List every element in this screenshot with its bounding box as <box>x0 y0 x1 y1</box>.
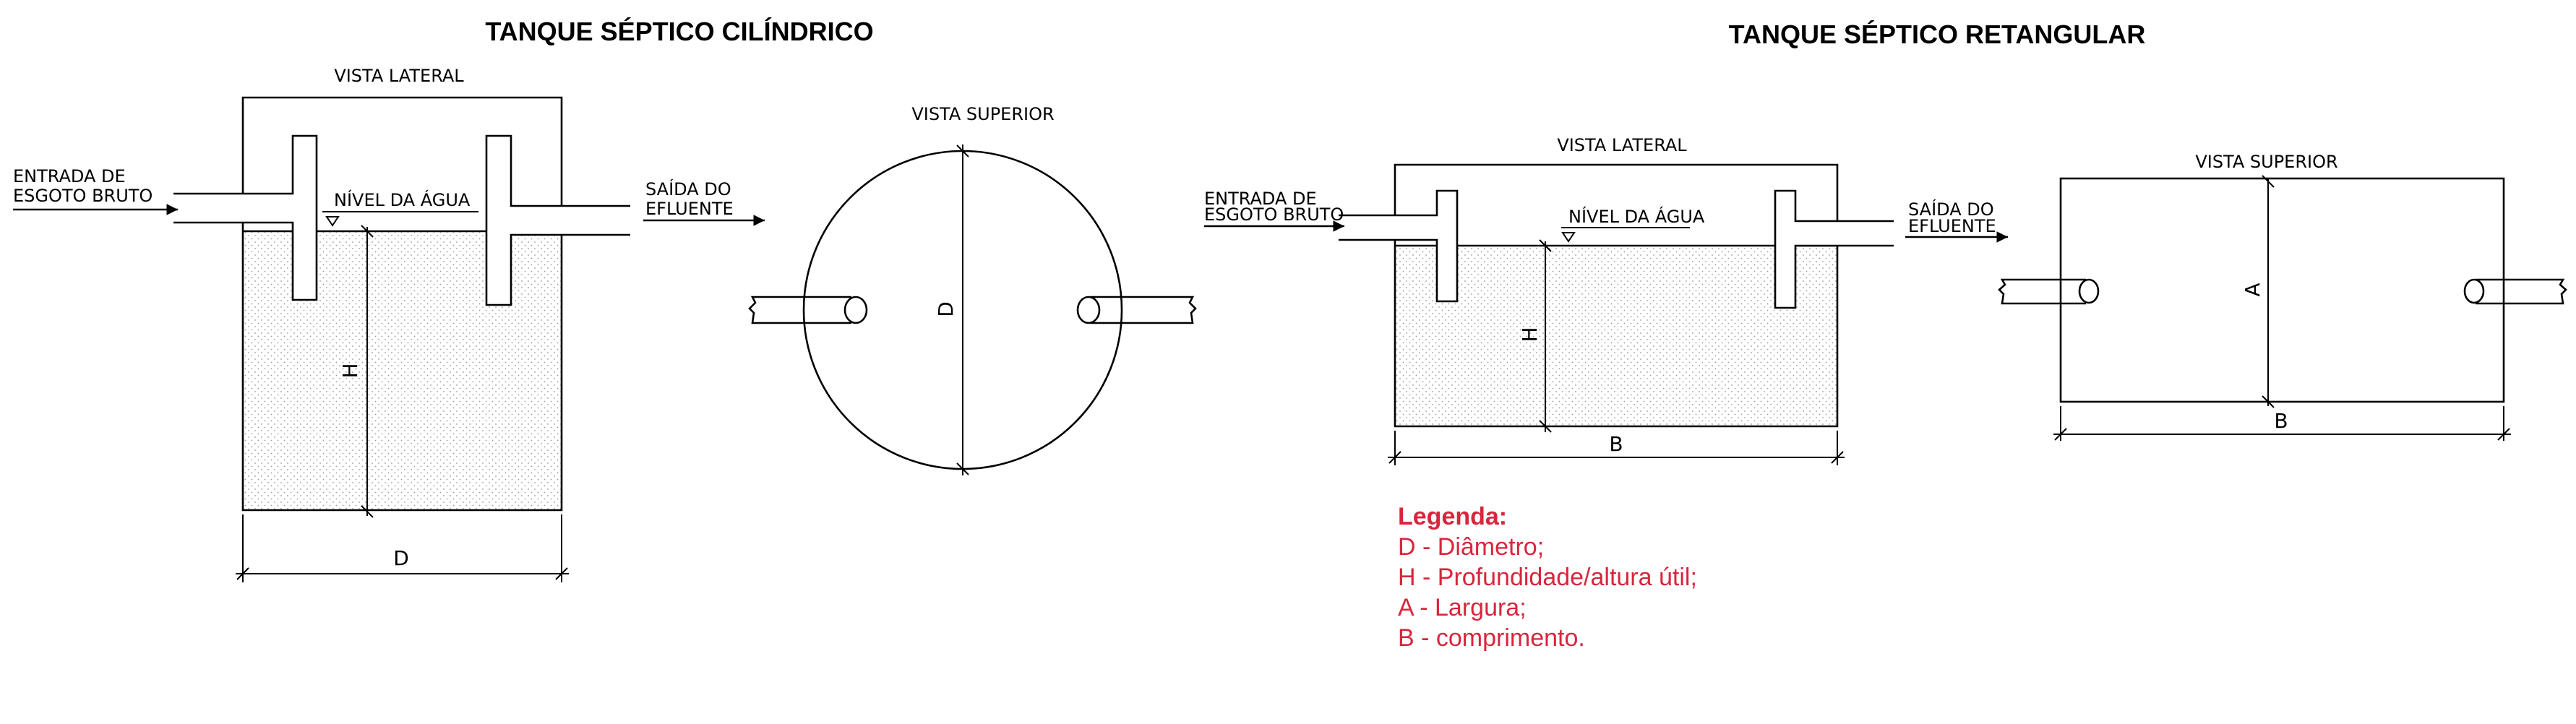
cyl-top-view-label: VISTA SUPERIOR <box>911 104 1054 124</box>
rect-b-label: B <box>1609 432 1623 456</box>
rect-water-level-symbol <box>1561 232 1576 243</box>
rect-side-view-label: VISTA LATERAL <box>1557 135 1687 155</box>
rect-top-a-label: A <box>2241 283 2264 296</box>
rect-outlet-pipe <box>1774 189 1894 309</box>
rect-top-outlet-pipe <box>2476 278 2567 305</box>
rect-h-label: H <box>1518 327 1542 342</box>
rect-tank-body <box>1394 240 1839 428</box>
rect-inlet-pipe <box>1339 189 1459 303</box>
cyl-water-level-label: NÍVEL DA ÁGUA <box>334 189 471 210</box>
legend-item-b: B - comprimento. <box>1398 624 1585 652</box>
rect-inlet-label-2: ESGOTO BRUTO <box>1204 204 1344 225</box>
cyl-top-outlet-pipe-end <box>1076 296 1101 324</box>
rect-water-level-label: NÍVEL DA ÁGUA <box>1568 206 1705 227</box>
rect-top-outline <box>2059 177 2505 403</box>
cylindrical-title: TANQUE SÉPTICO CILÍNDRICO <box>485 17 873 46</box>
cyl-outlet-pipe <box>485 134 630 306</box>
cyl-water-level-symbol <box>325 216 340 227</box>
rect-b-ticks <box>1388 451 1844 464</box>
cyl-water-fill <box>243 231 562 510</box>
cyl-tank-body <box>241 223 563 512</box>
rectangular-title: TANQUE SÉPTICO RETANGULAR <box>1729 20 2146 49</box>
cyl-top-d-ticks <box>956 145 969 475</box>
cyl-top-outlet-pipe <box>1090 296 1197 324</box>
cyl-inlet-pipe <box>173 134 318 301</box>
legend-item-a: A - Largura; <box>1398 594 1527 621</box>
rect-top-b-ticks <box>2054 428 2510 441</box>
cyl-side-view: VISTA LATERAL ENTRADA DE ESGOTO BRUTO SA… <box>13 66 765 582</box>
rect-water-fill <box>1395 246 1837 426</box>
rectangular-section: TANQUE SÉPTICO RETANGULAR VISTA LATERAL … <box>1204 20 2567 465</box>
cyl-outlet-label-1: SAÍDA DO <box>645 178 731 199</box>
legend: Legenda: D - Diâmetro; H - Profundidade/… <box>1398 503 1697 652</box>
cyl-d-extension-lines <box>242 514 562 582</box>
cyl-h-label: H <box>338 363 362 378</box>
rect-top-a-ticks <box>2262 175 2275 408</box>
rect-h-ticks <box>1539 239 1552 433</box>
cyl-top-inlet-pipe-end <box>843 296 868 324</box>
rect-side-view: VISTA LATERAL ENTRADA DE ESGOTO BRUTO SA… <box>1204 135 2008 465</box>
cyl-top-d-label: D <box>934 301 958 317</box>
rect-outlet-label-1: SAÍDA DO <box>1908 199 1994 220</box>
cyl-d-ticks <box>236 567 568 580</box>
rect-inlet-label-1: ENTRADA DE <box>1204 189 1317 209</box>
cyl-inlet-label-1: ENTRADA DE <box>13 166 126 186</box>
rect-outlet-label-2: EFLUENTE <box>1908 216 1996 236</box>
cyl-inlet-label-2: ESGOTO BRUTO <box>13 186 153 206</box>
rect-top-b-label: B <box>2274 409 2288 433</box>
cyl-d-label: D <box>393 546 409 570</box>
cyl-side-view-label: VISTA LATERAL <box>334 66 464 86</box>
rect-top-view-label: VISTA SUPERIOR <box>2195 152 2337 172</box>
cyl-outlet-label-2: EFLUENTE <box>645 199 734 219</box>
cyl-top-view: VISTA SUPERIOR D <box>748 104 1197 475</box>
cyl-h-ticks <box>361 225 374 518</box>
rect-top-inlet-pipe <box>1998 278 2086 305</box>
legend-item-d: D - Diâmetro; <box>1398 533 1544 561</box>
rect-b-extension-lines <box>1394 431 1838 465</box>
legend-item-h: H - Profundidade/altura útil; <box>1398 564 1697 591</box>
rect-top-outlet-pipe-end <box>2463 278 2485 304</box>
cyl-top-inlet-pipe <box>748 296 851 324</box>
cylindrical-section: TANQUE SÉPTICO CILÍNDRICO VISTA LATERAL … <box>13 17 1197 582</box>
rect-top-view: VISTA SUPERIOR A B <box>1998 152 2567 441</box>
rect-top-inlet-pipe-end <box>2078 278 2100 304</box>
legend-title: Legenda: <box>1398 503 1507 530</box>
cyl-tank-top <box>241 96 563 206</box>
rect-tank-top <box>1394 163 1839 220</box>
